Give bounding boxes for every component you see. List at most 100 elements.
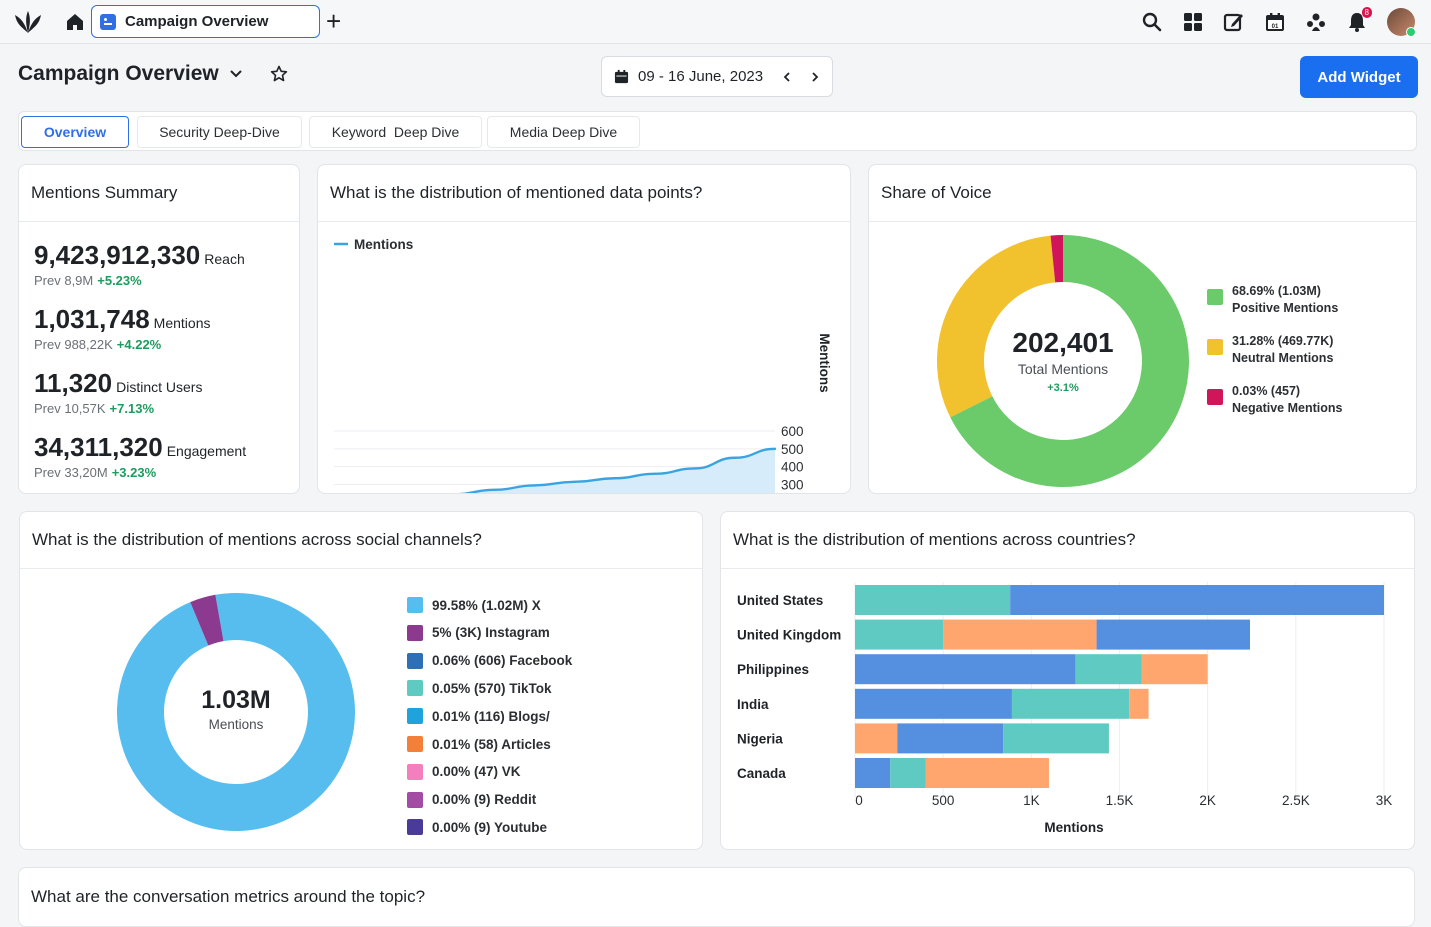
active-workspace-tab[interactable]: Campaign Overview bbox=[91, 5, 320, 38]
top-right-icons: 01 8 bbox=[1141, 7, 1416, 37]
social-legend-item[interactable]: 0.06% (606) Facebook bbox=[407, 652, 572, 669]
social-legend-item[interactable]: 0.00% (9) Reddit bbox=[407, 791, 536, 808]
y-tick-label: 400 bbox=[781, 460, 804, 475]
bar-segment[interactable] bbox=[890, 758, 926, 788]
bar-segment[interactable] bbox=[855, 723, 898, 754]
bar-segment[interactable] bbox=[1141, 654, 1208, 685]
bar-segment[interactable] bbox=[925, 758, 1049, 788]
sov-legend-item[interactable]: 0.03% (457) Negative Mentions bbox=[1207, 383, 1342, 417]
bar-segment[interactable] bbox=[855, 619, 944, 650]
legend-swatch bbox=[407, 763, 423, 780]
data-point[interactable] bbox=[493, 488, 496, 492]
y-axis-label: Mentions bbox=[817, 333, 832, 392]
data-point[interactable] bbox=[533, 484, 536, 487]
user-avatar[interactable] bbox=[1387, 8, 1416, 37]
mentions-area-chart: 60050040030020010006/146/156/166/176/186… bbox=[334, 237, 832, 494]
mentions-trend-card: What is the distribution of mentioned da… bbox=[317, 164, 851, 494]
x-tick-label: 1K bbox=[1023, 793, 1040, 808]
donut-slice[interactable] bbox=[937, 235, 1056, 418]
star-icon[interactable] bbox=[270, 65, 288, 83]
bar-segment[interactable] bbox=[1010, 585, 1384, 615]
data-point[interactable] bbox=[613, 477, 616, 480]
mentions-summary-title: Mentions Summary bbox=[19, 165, 299, 222]
chevron-down-icon[interactable] bbox=[228, 66, 244, 82]
legend-label: 5% (3K) Instagram bbox=[432, 625, 550, 641]
bar-segment[interactable] bbox=[855, 688, 1012, 719]
y-tick-label: 500 bbox=[781, 442, 804, 457]
date-range-picker[interactable]: 09 - 16 June, 2023 bbox=[601, 56, 833, 97]
legend-swatch bbox=[407, 680, 423, 697]
tab-overview[interactable]: Overview bbox=[21, 116, 129, 148]
legend-label[interactable]: Mentions bbox=[354, 237, 413, 252]
social-legend-item[interactable]: 0.05% (570) TikTok bbox=[407, 680, 552, 697]
bar-segment[interactable] bbox=[855, 585, 1011, 615]
tab-keyword-deep-dive[interactable]: Keyword Deep Dive bbox=[309, 116, 482, 148]
bar-segment[interactable] bbox=[1096, 619, 1250, 650]
data-point[interactable] bbox=[733, 456, 737, 459]
social-legend-item[interactable]: 0.00% (47) VK bbox=[407, 763, 521, 780]
metric-delta: +4.22% bbox=[116, 337, 162, 352]
social-total-value: 1.03M bbox=[201, 686, 271, 714]
social-legend-item[interactable]: 0.01% (116) Blogs/ bbox=[407, 708, 550, 725]
donut-slice[interactable] bbox=[1050, 235, 1063, 283]
y-category-label: United Kingdom bbox=[737, 628, 841, 643]
donut-slice[interactable] bbox=[190, 594, 224, 646]
social-legend-item[interactable]: 99.58% (1.02M) X bbox=[407, 597, 541, 613]
notifications[interactable]: 8 bbox=[1346, 7, 1372, 33]
metric-prev: Prev 988,22K bbox=[34, 337, 113, 352]
bar-segment[interactable] bbox=[855, 654, 1076, 685]
legend-value: 0.03% (457) bbox=[1232, 384, 1301, 398]
add-widget-button[interactable]: Add Widget bbox=[1300, 56, 1418, 98]
metric-delta: +5.23% bbox=[97, 273, 142, 288]
metric-engagement: 34,311,320 Engagement Prev 33,20M +3.23% bbox=[34, 432, 246, 480]
donut-slice[interactable] bbox=[950, 235, 1189, 487]
bar-segment[interactable] bbox=[1129, 688, 1149, 719]
calendar-small-icon bbox=[614, 69, 629, 84]
x-tick-label: 1.5K bbox=[1106, 793, 1134, 808]
team-icon[interactable] bbox=[1305, 11, 1327, 33]
tab-security-deep-dive[interactable]: Security Deep-Dive bbox=[137, 116, 302, 148]
bar-segment[interactable] bbox=[1003, 723, 1109, 754]
share-of-voice-title: Share of Voice bbox=[869, 165, 1416, 222]
x-tick-label: 3K bbox=[1376, 793, 1393, 808]
donut-slice[interactable] bbox=[117, 593, 355, 831]
new-tab-plus-icon[interactable]: + bbox=[326, 6, 342, 36]
search-icon[interactable] bbox=[1141, 11, 1163, 33]
chevron-right-icon[interactable] bbox=[809, 71, 821, 83]
sov-total-value: 202,401 bbox=[1012, 327, 1114, 358]
data-point[interactable] bbox=[693, 467, 697, 470]
metric-unit: Reach bbox=[204, 251, 245, 267]
sov-legend-item[interactable]: 68.69% (1.03M) Positive Mentions bbox=[1207, 283, 1338, 317]
apps-grid-icon[interactable] bbox=[1182, 11, 1204, 33]
sov-legend-item[interactable]: 31.28% (469.77K) Neutral Mentions bbox=[1207, 333, 1333, 367]
data-point[interactable] bbox=[573, 480, 576, 484]
y-category-label: United States bbox=[737, 593, 823, 608]
bar-segment[interactable] bbox=[1075, 654, 1142, 685]
y-category-label: India bbox=[737, 697, 769, 712]
sov-total-label: Total Mentions bbox=[1017, 361, 1109, 377]
bell-icon[interactable] bbox=[1346, 11, 1368, 33]
bar-segment[interactable] bbox=[897, 723, 1004, 754]
social-legend-item[interactable]: 5% (3K) Instagram bbox=[407, 624, 550, 641]
page-header: Campaign Overview bbox=[18, 62, 288, 86]
metric-value: 9,423,912,330 bbox=[34, 240, 201, 270]
chevron-left-icon[interactable] bbox=[781, 71, 793, 83]
legend-swatch bbox=[1207, 289, 1223, 305]
social-legend-item[interactable]: 0.00% (9) Youtube bbox=[407, 819, 547, 836]
calendar-icon[interactable]: 01 bbox=[1264, 11, 1286, 33]
home-icon[interactable] bbox=[64, 11, 86, 33]
brand-logo-icon[interactable] bbox=[14, 9, 42, 35]
data-point[interactable] bbox=[653, 472, 656, 475]
bar-segment[interactable] bbox=[1011, 688, 1130, 719]
data-point[interactable] bbox=[773, 447, 777, 451]
metric-distinct-users: 11,320 Distinct Users Prev 10,57K +7.13% bbox=[34, 368, 202, 416]
social-legend-item[interactable]: 0.01% (58) Articles bbox=[407, 736, 551, 752]
tab-media-deep-dive[interactable]: Media Deep Dive bbox=[487, 116, 640, 148]
bar-segment[interactable] bbox=[855, 758, 891, 788]
compose-icon[interactable] bbox=[1223, 11, 1245, 33]
legend-label: Positive Mentions bbox=[1232, 301, 1339, 315]
data-point[interactable] bbox=[453, 493, 455, 494]
bar-segment[interactable] bbox=[943, 619, 1097, 650]
sov-total-delta: +3.1% bbox=[1047, 382, 1079, 394]
metric-value: 11,320 bbox=[34, 368, 113, 398]
